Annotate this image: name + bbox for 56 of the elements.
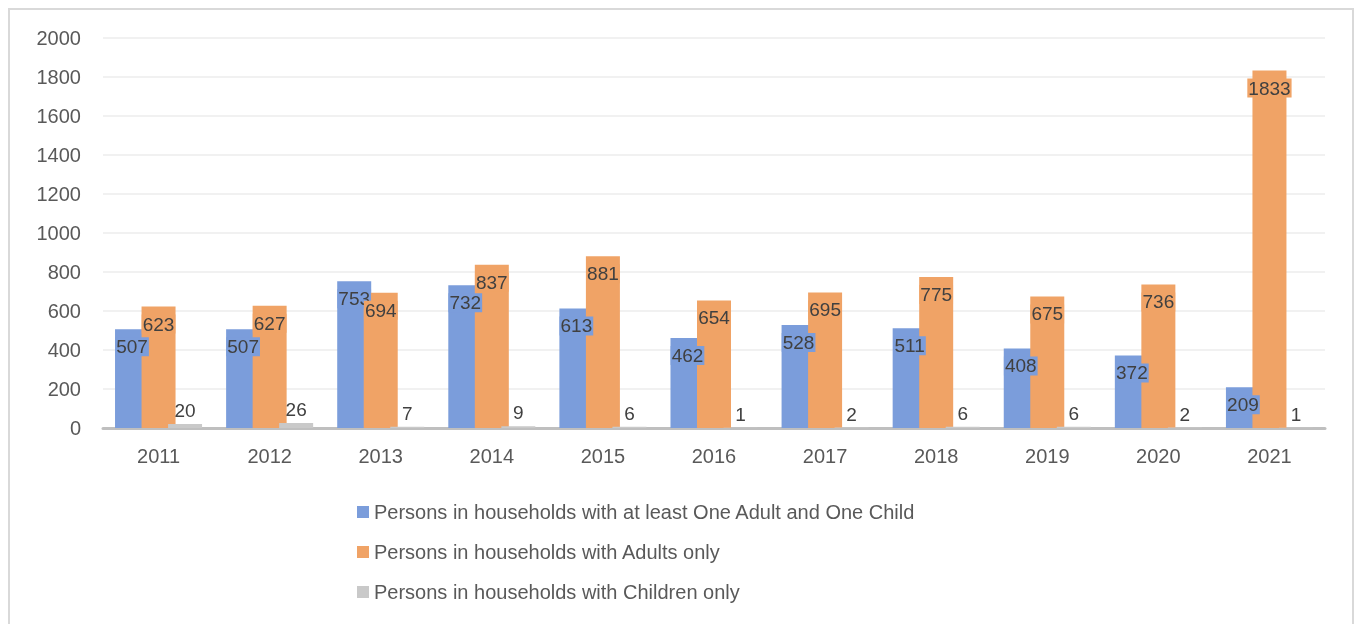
data-label: 837	[475, 271, 508, 293]
y-tick-label: 800	[47, 261, 81, 283]
x-tick-label: 2020	[1136, 445, 1181, 467]
x-tick-label: 2015	[580, 445, 626, 467]
data-label: 654	[698, 307, 731, 329]
y-tick-label: 1600	[36, 105, 81, 127]
data-label: 20	[174, 400, 196, 422]
data-label: 209	[1227, 394, 1259, 416]
y-tick-label: 1400	[36, 144, 81, 166]
y-tick-label: 400	[47, 339, 81, 361]
y-tick-label: 0	[69, 417, 81, 439]
y-tick-label: 1200	[36, 183, 81, 205]
data-label: 511	[894, 335, 925, 357]
data-label: 26	[285, 398, 307, 420]
y-tick-label: 600	[47, 300, 81, 322]
data-label: 2	[846, 403, 857, 425]
data-label: 736	[1142, 291, 1175, 313]
data-label: 2	[1179, 403, 1191, 425]
x-tick-label: 2012	[247, 445, 292, 467]
x-tick-label: 2013	[358, 445, 403, 467]
data-label: 7	[401, 402, 413, 424]
data-label: 507	[227, 336, 259, 358]
data-label: 462	[671, 344, 704, 366]
x-tick-label: 2016	[691, 445, 737, 467]
data-label: 6	[1068, 402, 1080, 424]
data-label: 6	[957, 402, 968, 424]
y-tick-label: 2000	[36, 27, 81, 49]
data-label: 372	[1115, 362, 1148, 384]
data-label: 881	[587, 263, 619, 285]
x-tick-label: 2017	[802, 445, 848, 467]
legend-label: Persons in households with Adults only	[374, 541, 720, 563]
x-tick-label: 2021	[1247, 445, 1292, 467]
data-label: 1	[735, 403, 746, 425]
data-label: 675	[1031, 303, 1064, 325]
legend-label: Persons in households with at least One Adult and One Child	[374, 501, 915, 523]
data-label: 613	[560, 315, 593, 337]
data-label: 732	[449, 292, 482, 314]
data-label: 6	[624, 402, 635, 424]
data-label: 507	[116, 336, 148, 358]
y-tick-label: 200	[47, 378, 81, 400]
data-label: 528	[782, 332, 815, 354]
data-label: 1833	[1248, 77, 1291, 99]
data-label: 1	[1290, 403, 1302, 425]
data-label: 9	[513, 402, 524, 424]
data-label: 695	[809, 299, 841, 321]
data-label: 775	[920, 283, 953, 305]
x-tick-label: 2018	[913, 445, 959, 467]
x-tick-label: 2011	[137, 445, 181, 467]
data-label: 408	[1004, 355, 1037, 377]
legend-label: Persons in households with Children only	[374, 581, 740, 603]
x-tick-label: 2019	[1025, 445, 1070, 467]
y-tick-label: 1800	[36, 66, 81, 88]
data-label: 627	[253, 312, 286, 334]
y-tick-label: 1000	[36, 222, 81, 244]
data-label: 623	[142, 313, 175, 335]
x-tick-label: 2014	[469, 445, 515, 467]
